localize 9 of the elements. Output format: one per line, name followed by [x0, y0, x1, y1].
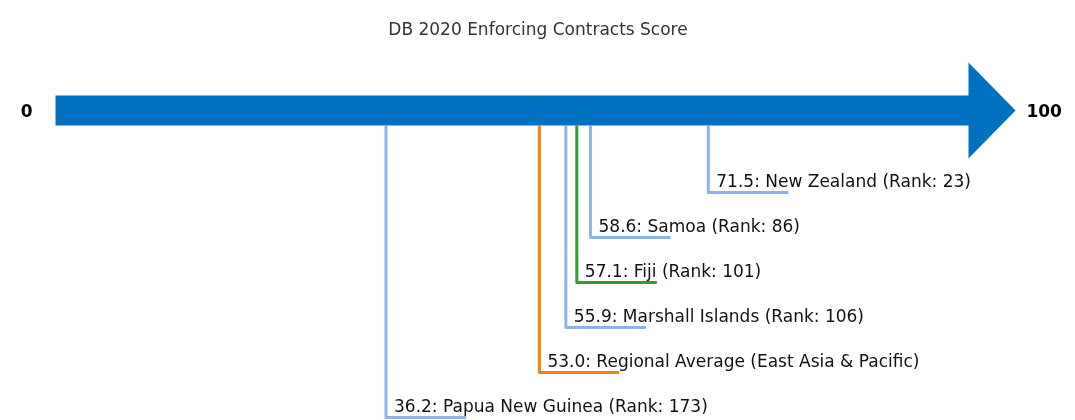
text: 100 [1026, 101, 1063, 121]
data-label: 55.9: Marshall Islands (Rank: 106) [573, 305, 864, 326]
data-label: 71.5: New Zealand (Rank: 23) [716, 170, 971, 191]
data-label: 36.2: Papua New Guinea (Rank: 173) [394, 395, 708, 416]
data-label: 57.1: Fiji (Rank: 101) [584, 260, 762, 281]
text: 0 [20, 101, 33, 121]
text: DB 2020 Enforcing Contracts Score [388, 18, 688, 39]
data-label: 58.6: Samoa (Rank: 86) [598, 215, 800, 236]
data-label: 53.0: Regional Average (East Asia & Pacific) [547, 350, 920, 371]
